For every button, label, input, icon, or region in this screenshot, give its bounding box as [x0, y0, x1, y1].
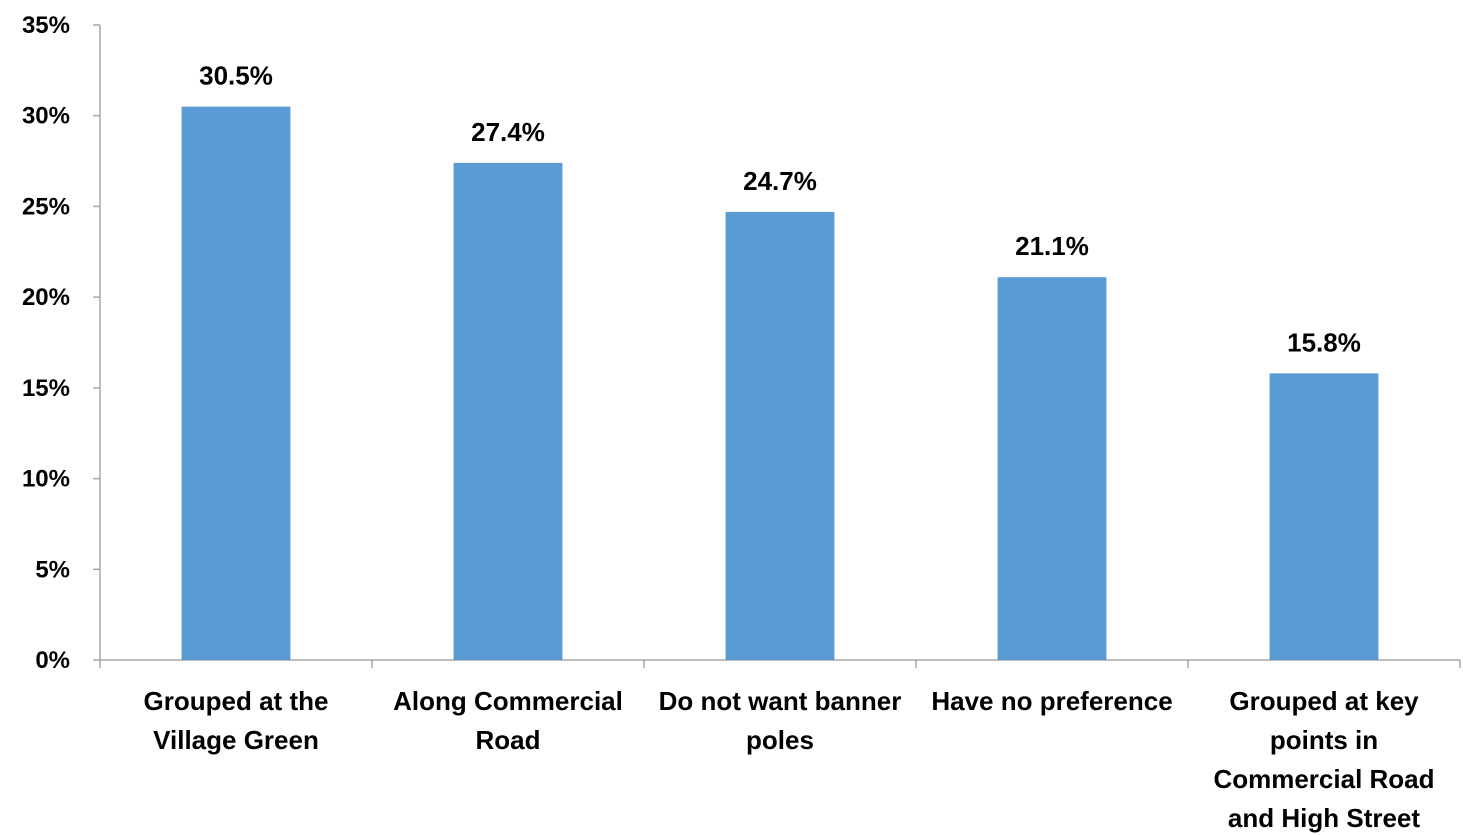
- bar: [453, 162, 563, 660]
- category-label-line: Village Green: [153, 725, 319, 755]
- data-label: 24.7%: [743, 166, 817, 196]
- bar: [181, 106, 291, 660]
- category-label-line: Road: [476, 725, 541, 755]
- y-tick-label: 25%: [22, 193, 70, 220]
- bar: [725, 211, 835, 660]
- y-tick-label: 35%: [22, 12, 70, 39]
- y-tick-label: 30%: [22, 103, 70, 130]
- category-label-line: Grouped at key: [1229, 686, 1419, 716]
- bar: [997, 277, 1107, 660]
- bars: [181, 106, 1379, 660]
- category-label: Do not want banner poles: [659, 686, 902, 755]
- category-label-line: points in: [1270, 725, 1378, 755]
- category-label-line: poles: [746, 725, 814, 755]
- category-labels: Grouped at the Village Green Along Commerc…: [144, 686, 1435, 833]
- category-label-line: Along Commercial: [393, 686, 623, 716]
- data-label: 30.5%: [199, 61, 273, 91]
- category-label: Along Commercial Road: [393, 686, 623, 755]
- category-label-line: Have no preference: [931, 686, 1172, 716]
- bar: [1269, 373, 1379, 660]
- y-tick-label: 15%: [22, 375, 70, 402]
- category-label: Have no preference: [931, 686, 1172, 716]
- data-labels: 30.5% 27.4% 24.7% 21.1% 15.8%: [199, 61, 1361, 358]
- data-label: 27.4%: [471, 117, 545, 147]
- category-label-line: Do not want banner: [659, 686, 902, 716]
- category-label: Grouped at key points in Commercial Road an…: [1213, 686, 1434, 833]
- y-tick-label: 10%: [22, 466, 70, 493]
- x-axis: [99, 659, 1461, 668]
- category-label-line: and High Street: [1228, 803, 1420, 833]
- data-label: 15.8%: [1287, 327, 1361, 357]
- y-tick-label: 0%: [35, 647, 70, 674]
- category-label-line: Commercial Road: [1213, 764, 1434, 794]
- y-tick-label: 5%: [35, 556, 70, 583]
- y-tick-label: 20%: [22, 284, 70, 311]
- y-axis: 0% 5% 10% 15% 20% 25% 30% 35%: [22, 12, 101, 674]
- category-label: Grouped at the Village Green: [144, 686, 329, 755]
- category-label-line: Grouped at the: [144, 686, 329, 716]
- data-label: 21.1%: [1015, 231, 1089, 261]
